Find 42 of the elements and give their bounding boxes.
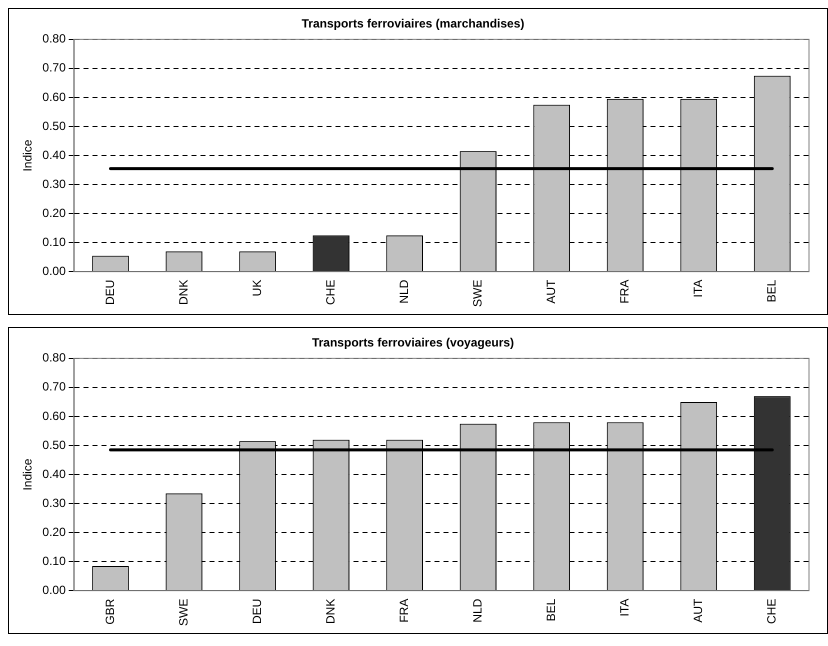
y-tick-label: 0.40 (42, 466, 66, 481)
x-tick-label: ITA (691, 280, 706, 298)
x-tick-label: AUT (544, 278, 558, 304)
y-tick-label: 0.20 (42, 524, 66, 539)
x-tick-label: BEL (764, 279, 779, 302)
y-axis-title: Indice (20, 139, 35, 172)
x-tick-label: BEL (544, 598, 558, 622)
x-tick-label: AUT (691, 598, 706, 623)
y-tick-label: 0.40 (42, 148, 66, 162)
x-tick-label: UK (250, 280, 264, 296)
x-tick-label: FRA (396, 598, 411, 623)
y-tick-label: 0.30 (42, 496, 66, 510)
chart-title: Transports ferroviaires (voyageurs) (312, 336, 514, 350)
y-tick-label: 0.30 (42, 176, 66, 191)
x-tick-label: GBR (102, 598, 117, 625)
y-axis-title: Indice (20, 458, 35, 491)
x-tick-label: DEU (102, 280, 117, 306)
x-tick-label: CHE (323, 280, 338, 306)
y-tick-label: 0.60 (42, 90, 66, 104)
y-tick-label: 0.00 (42, 264, 66, 278)
x-tick-label: FRA (618, 280, 632, 304)
x-tick-label: DNK (323, 598, 338, 624)
x-tick-label: DEU (250, 598, 264, 624)
y-tick-label: 0.10 (42, 234, 66, 249)
y-tick-label: 0.70 (42, 380, 66, 394)
y-tick-label: 0.50 (42, 438, 66, 452)
x-tick-label: CHE (764, 598, 779, 624)
x-tick-label: DNK (176, 280, 190, 306)
x-tick-label: NLD (470, 598, 484, 623)
y-tick-label: 0.60 (42, 408, 66, 423)
y-tick-label: 0.50 (42, 118, 66, 133)
x-tick-label: SWE (176, 598, 190, 626)
y-tick-label: 0.10 (42, 554, 66, 568)
y-tick-label: 0.20 (42, 206, 66, 220)
y-tick-label: 0.00 (42, 582, 66, 597)
chart-title: Transports ferroviaires (marchandises) (302, 16, 524, 31)
y-tick-label: 0.70 (42, 60, 66, 75)
x-tick-label: SWE (470, 280, 484, 308)
y-tick-label: 0.80 (42, 32, 66, 46)
x-tick-label: NLD (396, 279, 411, 304)
x-tick-label: ITA (618, 598, 632, 616)
y-tick-label: 0.80 (42, 350, 66, 365)
